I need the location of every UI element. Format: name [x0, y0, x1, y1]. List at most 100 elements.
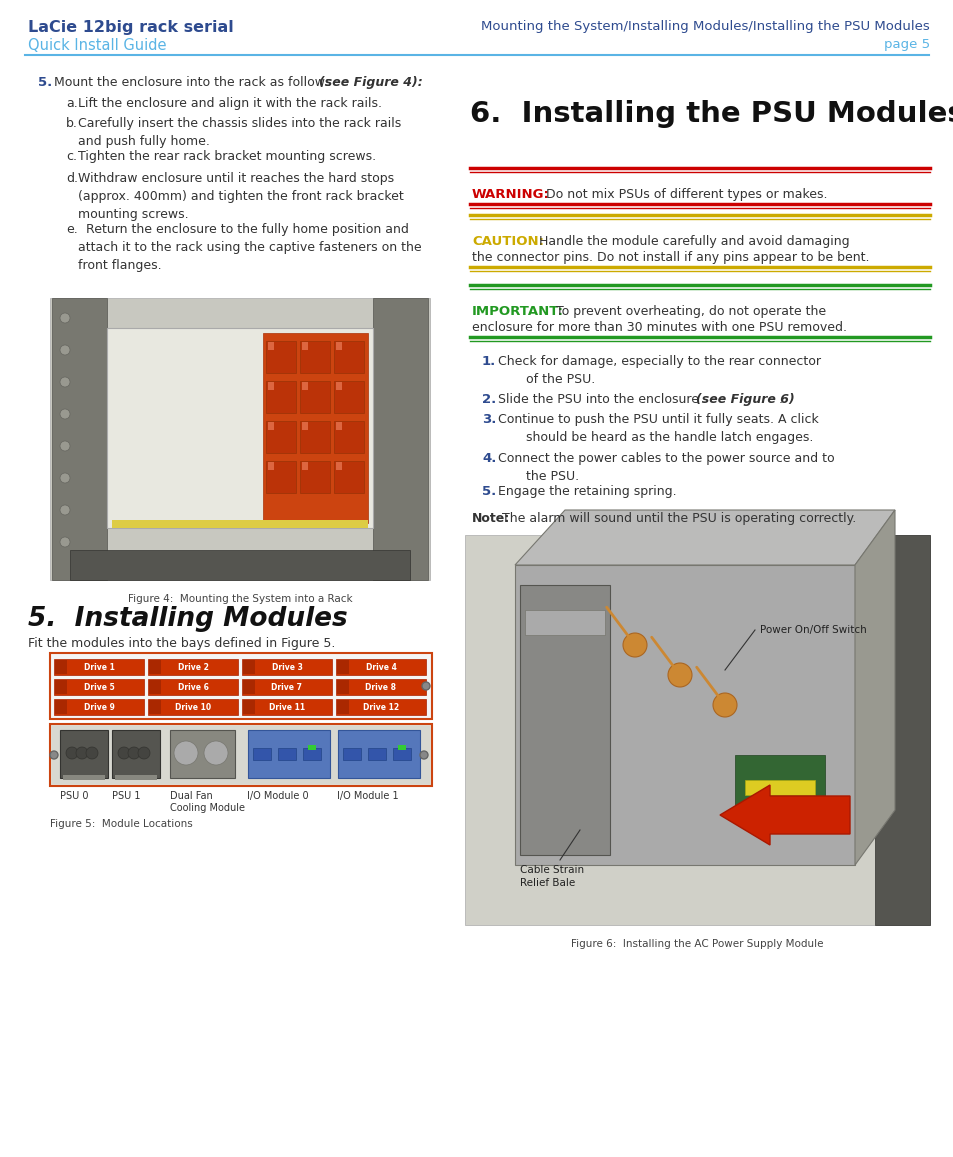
- Text: Check for damage, especially to the rear connector
       of the PSU.: Check for damage, especially to the rear…: [497, 355, 821, 386]
- Bar: [243, 659, 254, 675]
- Text: Figure 6:  Installing the AC Power Supply Module: Figure 6: Installing the AC Power Supply…: [570, 939, 822, 949]
- Bar: [874, 535, 929, 924]
- Circle shape: [667, 663, 691, 687]
- Circle shape: [421, 681, 430, 690]
- Text: 6.  Installing the PSU Modules: 6. Installing the PSU Modules: [470, 100, 953, 128]
- Bar: [115, 775, 157, 780]
- Text: Power On/Off Switch: Power On/Off Switch: [760, 625, 866, 635]
- Bar: [63, 775, 105, 780]
- Circle shape: [712, 693, 737, 717]
- Bar: [335, 679, 426, 695]
- Text: Dual Fan
Cooling Module: Dual Fan Cooling Module: [170, 791, 245, 813]
- Text: page 5: page 5: [882, 38, 929, 51]
- Bar: [334, 460, 364, 493]
- Bar: [524, 610, 604, 635]
- Bar: [334, 341, 364, 373]
- Circle shape: [60, 504, 70, 515]
- Bar: [334, 381, 364, 413]
- Text: c.: c.: [66, 150, 77, 163]
- Text: Tighten the rear rack bracket mounting screws.: Tighten the rear rack bracket mounting s…: [78, 150, 375, 163]
- Text: Fit the modules into the bays defined in Figure 5.: Fit the modules into the bays defined in…: [28, 638, 335, 650]
- Bar: [302, 382, 308, 390]
- Bar: [52, 299, 107, 580]
- Bar: [299, 381, 330, 413]
- Text: (see Figure 4):: (see Figure 4):: [318, 76, 422, 89]
- Circle shape: [204, 740, 228, 765]
- Text: Drive 9: Drive 9: [84, 702, 114, 712]
- Circle shape: [60, 345, 70, 355]
- Bar: [266, 421, 295, 454]
- Text: Connect the power cables to the power source and to
       the PSU.: Connect the power cables to the power so…: [497, 452, 834, 482]
- Bar: [55, 659, 67, 675]
- FancyArrowPatch shape: [651, 638, 678, 672]
- Text: 5.  Installing Modules: 5. Installing Modules: [28, 606, 348, 632]
- Bar: [335, 699, 426, 715]
- Text: Drive 6: Drive 6: [177, 683, 208, 692]
- Text: LaCie 12big rack serial: LaCie 12big rack serial: [28, 20, 233, 35]
- Polygon shape: [515, 510, 894, 565]
- Circle shape: [60, 377, 70, 386]
- Bar: [54, 679, 144, 695]
- Bar: [148, 679, 237, 695]
- Circle shape: [60, 441, 70, 451]
- Text: Drive 1: Drive 1: [84, 663, 114, 671]
- Circle shape: [419, 751, 428, 759]
- Bar: [336, 680, 349, 694]
- Text: 5.: 5.: [38, 76, 52, 89]
- Bar: [268, 462, 274, 470]
- Bar: [243, 680, 254, 694]
- Text: PSU 1: PSU 1: [112, 791, 140, 801]
- Bar: [149, 659, 161, 675]
- Text: I/O Module 1: I/O Module 1: [336, 791, 398, 801]
- Circle shape: [118, 747, 130, 759]
- Text: Drive 11: Drive 11: [269, 702, 305, 712]
- Bar: [337, 730, 419, 778]
- Bar: [149, 700, 161, 714]
- Bar: [368, 747, 386, 760]
- Circle shape: [60, 473, 70, 482]
- Text: Drive 10: Drive 10: [174, 702, 211, 712]
- Text: The alarm will sound until the PSU is operating correctly.: The alarm will sound until the PSU is op…: [501, 513, 856, 525]
- Bar: [107, 327, 373, 528]
- Bar: [112, 730, 160, 778]
- Text: b.: b.: [66, 117, 78, 130]
- Circle shape: [173, 740, 198, 765]
- Bar: [50, 653, 432, 718]
- Bar: [242, 659, 332, 675]
- Bar: [299, 341, 330, 373]
- Bar: [308, 745, 315, 750]
- Bar: [303, 747, 320, 760]
- Bar: [148, 699, 237, 715]
- Bar: [277, 747, 295, 760]
- Circle shape: [128, 747, 140, 759]
- Bar: [393, 747, 411, 760]
- Bar: [335, 342, 341, 351]
- Bar: [299, 421, 330, 454]
- Text: e.: e.: [66, 223, 77, 236]
- Text: Continue to push the PSU until it fully seats. A click
       should be heard as: Continue to push the PSU until it fully …: [497, 413, 818, 444]
- Text: 5.: 5.: [481, 485, 496, 498]
- Text: Drive 3: Drive 3: [272, 663, 302, 671]
- Bar: [112, 519, 368, 528]
- Text: Do not mix PSUs of different types or makes.: Do not mix PSUs of different types or ma…: [541, 187, 826, 201]
- Text: Figure 5:  Module Locations: Figure 5: Module Locations: [50, 819, 193, 830]
- Text: Drive 12: Drive 12: [362, 702, 398, 712]
- Text: Note:: Note:: [472, 513, 510, 525]
- Circle shape: [60, 537, 70, 547]
- Bar: [242, 679, 332, 695]
- Bar: [248, 730, 330, 778]
- Bar: [336, 700, 349, 714]
- Bar: [268, 422, 274, 430]
- Text: (see Figure 6): (see Figure 6): [696, 393, 794, 406]
- Bar: [464, 535, 929, 924]
- Bar: [335, 382, 341, 390]
- Bar: [299, 460, 330, 493]
- Bar: [54, 699, 144, 715]
- Text: Drive 8: Drive 8: [365, 683, 396, 692]
- Text: Engage the retaining spring.: Engage the retaining spring.: [497, 485, 676, 498]
- Circle shape: [138, 747, 150, 759]
- Circle shape: [66, 747, 78, 759]
- Bar: [70, 550, 410, 580]
- Bar: [302, 422, 308, 430]
- Text: Figure 4:  Mounting the System into a Rack: Figure 4: Mounting the System into a Rac…: [128, 594, 352, 604]
